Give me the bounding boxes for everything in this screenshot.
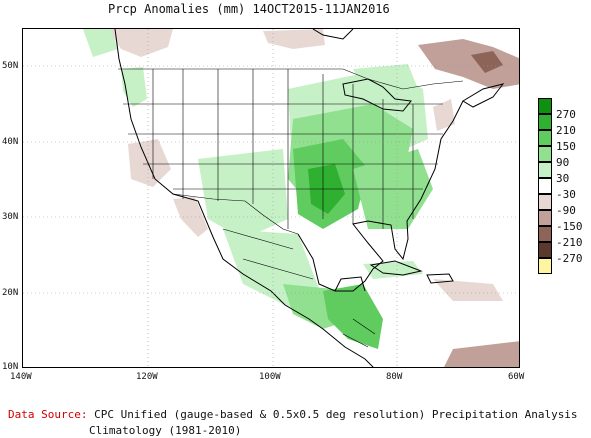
legend-label-minus210: -210 (556, 236, 583, 249)
wet-light-great-lakes (353, 64, 418, 94)
west-coast-outline (114, 29, 374, 367)
central-america-border-2 (342, 333, 369, 348)
dry-anomaly-caribbean (433, 279, 503, 301)
map-title: Prcp Anomalies (mm) 14OCT2015-11JAN2016 (108, 2, 390, 16)
legend-label-210: 210 (556, 124, 576, 137)
lat-label-30n: 30N (2, 212, 19, 222)
data-source-label: Data Source: (8, 408, 88, 421)
great-lakes-outline (342, 78, 412, 112)
wet-light-pacific-coast (121, 67, 147, 107)
central-america-border-1 (352, 318, 376, 335)
legend-label-minus30: -30 (556, 188, 576, 201)
dry-anomaly-canada-central (263, 29, 325, 49)
lon-label-60w: 60W (508, 372, 525, 382)
cuba-outline (369, 260, 423, 276)
mexico-border-1 (222, 228, 294, 250)
data-source-text: CPC Unified (gauge-based & 0.5x0.5 deg r… (94, 408, 578, 421)
dry-anomaly-eastern-canada (418, 39, 519, 89)
legend-swatch-90-150 (538, 146, 552, 162)
anomaly-map-svg (23, 29, 519, 367)
nova-scotia-outline (462, 83, 505, 108)
dry-anomaly-great-basin (128, 139, 171, 187)
hudson-bay-outline (312, 29, 354, 40)
legend-swatch-minus90-minus150 (538, 210, 552, 226)
legend-label-270: 270 (556, 108, 576, 121)
dry-anomaly-baja (173, 197, 208, 237)
lat-label-50n: 50N (2, 61, 19, 71)
dry-anomaly-new-england (433, 99, 455, 131)
legend-label-90: 90 (556, 156, 570, 169)
dry-anomaly-south-america (444, 341, 519, 367)
lon-label-120w: 120W (136, 372, 158, 382)
lon-label-140w: 140W (10, 372, 32, 382)
legend-label-150: 150 (556, 140, 576, 153)
lon-label-100w: 100W (259, 372, 281, 382)
legend-label-30: 30 (556, 172, 570, 185)
state-border-layer (118, 68, 464, 348)
wet-light-alaska-panhandle (83, 29, 118, 57)
lat-label-20n: 20N (2, 288, 19, 298)
yucatan-outline (334, 276, 366, 292)
us-canada-border (118, 68, 464, 90)
us-mexico-border (172, 193, 299, 235)
dry-anomaly-pacific-nw (108, 29, 173, 57)
legend-label-minus90: -90 (556, 204, 576, 217)
wet-light-southwest (198, 149, 288, 239)
gulf-coast-outline (297, 100, 464, 292)
legend-swatch-above-270 (538, 98, 552, 114)
dry-anomaly-layer (108, 29, 519, 367)
data-source-line: Data Source: CPC Unified (gauge-based & … (8, 408, 578, 421)
legend-swatch-minus30-minus90 (538, 194, 552, 210)
legend-label-minus270: -270 (556, 252, 583, 265)
mexico-border-2 (242, 258, 314, 280)
dry-anomaly-newfoundland-core (471, 51, 503, 73)
legend-swatch-210-270 (538, 114, 552, 130)
coastline-layer (114, 29, 505, 367)
legend-swatch-minus150-minus210 (538, 226, 552, 242)
legend-swatch-minus210-minus270 (538, 242, 552, 258)
legend-swatch-below-minus270 (538, 258, 552, 274)
lat-label-40n: 40N (2, 137, 19, 147)
legend-swatch-30-90 (538, 162, 552, 178)
legend-label-minus150: -150 (556, 220, 583, 233)
lon-label-80w: 80W (386, 372, 403, 382)
wet-strong-central-america (323, 284, 383, 349)
legend-swatch-neutral (538, 178, 552, 194)
climatology-line: Climatology (1981-2010) (89, 424, 242, 437)
hispaniola-outline (426, 273, 454, 284)
map-frame (22, 28, 520, 368)
grid-layer (23, 29, 519, 367)
lat-label-10n: 10N (2, 362, 19, 372)
legend-swatch-150-210 (538, 130, 552, 146)
